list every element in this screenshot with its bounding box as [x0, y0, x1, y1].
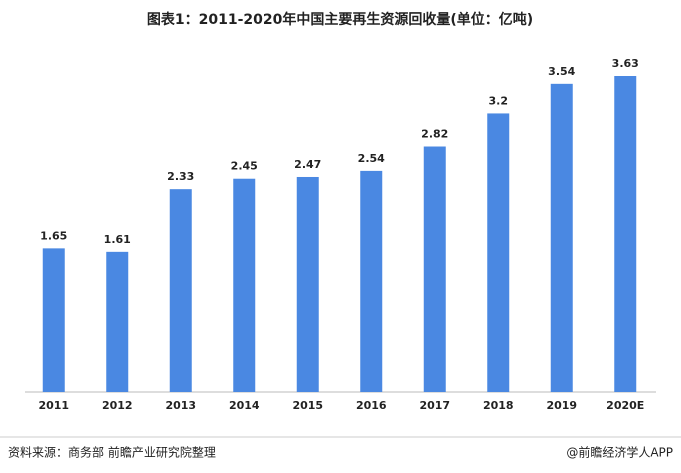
- value-label: 1.61: [104, 233, 131, 246]
- value-label: 2.47: [294, 158, 321, 171]
- value-label: 2.33: [167, 170, 194, 183]
- bar: [423, 146, 446, 392]
- x-tick-label: 2014: [229, 399, 260, 412]
- bar: [169, 189, 192, 392]
- value-label: 2.45: [231, 160, 258, 173]
- x-tick-label: 2020E: [606, 399, 644, 412]
- x-tick-label: 2012: [102, 399, 133, 412]
- credit: @前瞻经济学人APP: [566, 445, 673, 460]
- value-label: 1.65: [40, 229, 67, 242]
- value-label: 2.82: [421, 128, 448, 141]
- bar: [614, 76, 637, 392]
- x-tick-label: 2017: [419, 399, 450, 412]
- source: 资料来源：商务部 前瞻产业研究院整理: [8, 445, 216, 460]
- x-tick-label: 2011: [38, 399, 69, 412]
- value-label: 3.54: [548, 65, 575, 78]
- bar: [296, 176, 319, 392]
- x-tick-label: 2018: [483, 399, 514, 412]
- value-label: 3.2: [489, 94, 509, 107]
- x-tick-label: 2019: [546, 399, 577, 412]
- bar: [487, 113, 510, 393]
- chart-title: 图表1：2011-2020年中国主要再生资源回收量(单位：亿吨): [147, 11, 533, 28]
- bar: [233, 178, 256, 392]
- bar: [106, 251, 129, 392]
- x-tick-label: 2013: [165, 399, 196, 412]
- x-tick-label: 2016: [356, 399, 387, 412]
- bar: [42, 248, 65, 392]
- bar: [360, 170, 383, 392]
- x-tick-label: 2015: [292, 399, 323, 412]
- value-label: 3.63: [612, 57, 639, 70]
- value-label: 2.54: [358, 152, 385, 165]
- bar: [550, 83, 573, 392]
